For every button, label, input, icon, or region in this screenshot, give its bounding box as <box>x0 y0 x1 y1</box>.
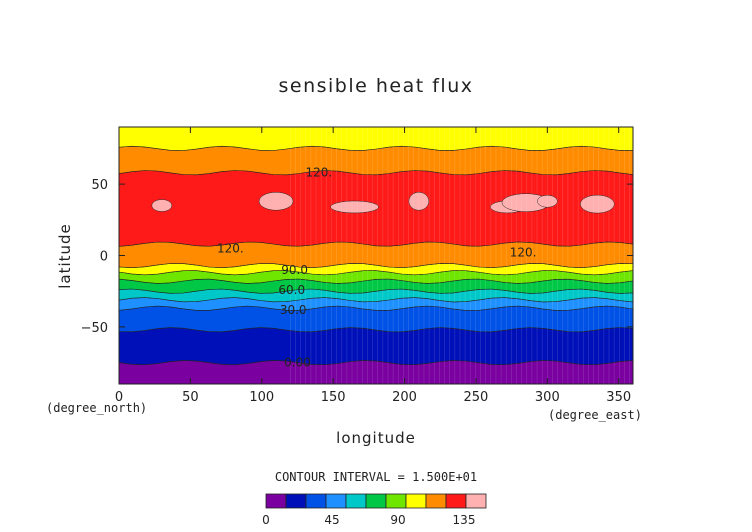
contour-band <box>119 127 633 151</box>
color-bands <box>119 127 633 384</box>
irregular-contour-fill <box>151 191 615 214</box>
high-value-patch <box>537 194 558 208</box>
contour-band <box>119 360 633 384</box>
colorbar-swatch <box>305 493 327 509</box>
high-value-patch <box>151 199 173 212</box>
colorbar-tick-label: 45 <box>324 513 339 527</box>
colorbar-swatch <box>265 493 287 509</box>
y-tick-label: −50 <box>81 321 108 336</box>
colorbar-swatch <box>405 493 427 509</box>
high-value-patch <box>408 191 430 211</box>
x-axis-ticks: 0 50 100 150 200 250 300 350 <box>115 127 631 405</box>
x-axis-label: longitude <box>336 429 416 447</box>
colorbar-ticks: 0 45 90 135 <box>262 513 475 527</box>
contour-interval-label: CONTOUR INTERVAL = 1.500E+01 <box>275 470 477 484</box>
x-tick-label: 350 <box>606 390 631 405</box>
colorbar-swatch <box>365 493 387 509</box>
x-tick-label: 150 <box>321 390 346 405</box>
high-value-patch <box>330 200 379 214</box>
colorbar-tick-label: 90 <box>390 513 405 527</box>
y-axis-label: latitude <box>56 223 74 289</box>
y-tick-label: 50 <box>91 178 108 193</box>
plot-grid-texture <box>290 127 630 384</box>
x-tick-label: 250 <box>464 390 489 405</box>
y-axis-unit: (degree_north) <box>46 401 147 415</box>
colorbar-swatch <box>345 493 367 509</box>
colorbar-swatch <box>425 493 447 509</box>
contour-label: 60.0 <box>278 283 305 297</box>
colorbar-tick-label: 135 <box>453 513 476 527</box>
x-tick-label: 0 <box>115 390 123 405</box>
contour-band <box>119 327 633 366</box>
colorbar <box>265 493 487 509</box>
high-value-patch <box>258 191 294 211</box>
contour-label: 30.0 <box>280 303 307 317</box>
high-value-patch <box>580 194 615 214</box>
x-tick-label: 300 <box>535 390 560 405</box>
y-tick-label: 0 <box>100 250 108 265</box>
colorbar-tick-label: 0 <box>262 513 270 527</box>
contour-band <box>119 278 633 294</box>
contour-labels: 120. 120. 120. 90.0 60.0 30.0 0.00 <box>217 166 536 370</box>
contour-label: 90.0 <box>281 263 308 277</box>
contour-label: 120. <box>306 166 333 180</box>
colorbar-swatch <box>285 493 307 509</box>
contour-band <box>119 145 633 176</box>
x-axis-unit: (degree_east) <box>548 408 642 422</box>
colorbar-swatch <box>325 493 347 509</box>
plot-area <box>119 127 633 384</box>
contour-label: 0.00 <box>284 356 311 370</box>
x-tick-label: 100 <box>249 390 274 405</box>
x-tick-label: 50 <box>182 390 199 405</box>
x-tick-label: 200 <box>392 390 417 405</box>
contour-label: 120. <box>510 246 537 260</box>
colorbar-swatch <box>465 493 487 509</box>
chart-title: sensible heat flux <box>279 75 474 97</box>
colorbar-swatch <box>385 493 407 509</box>
y-axis-ticks: 50 0 −50 <box>81 178 633 336</box>
colorbar-swatch <box>445 493 467 509</box>
contour-label: 120. <box>217 241 244 255</box>
